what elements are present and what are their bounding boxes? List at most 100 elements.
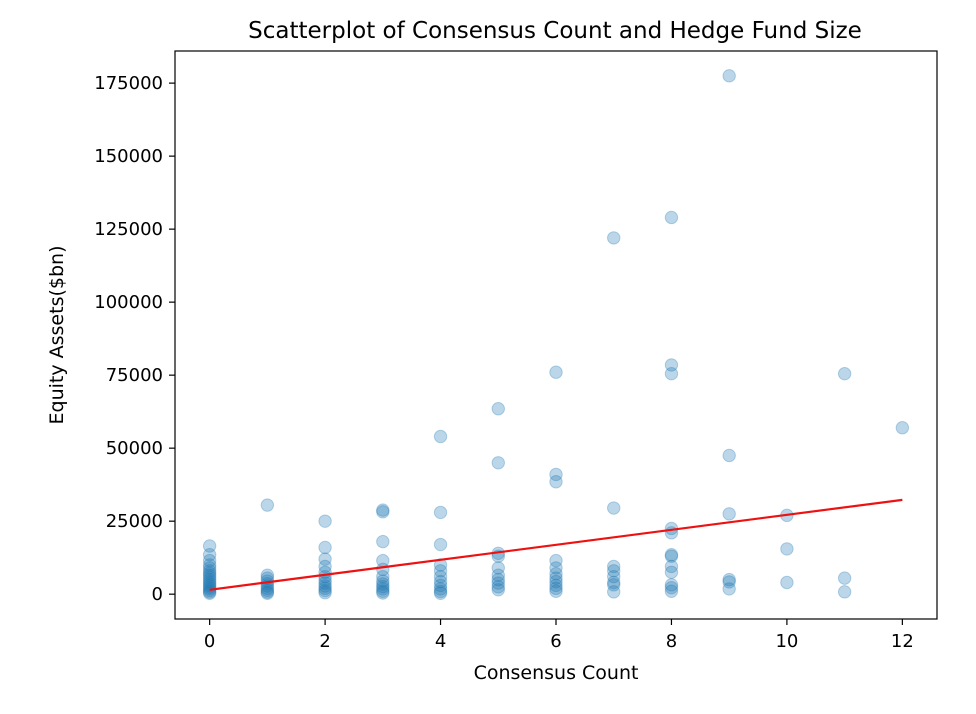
scatter-point — [549, 561, 563, 575]
y-tick-label: 175000 — [94, 73, 163, 94]
scatter-point — [260, 585, 275, 599]
scatter-point — [607, 569, 621, 584]
y-axis-label: Equity Assets($bn) — [46, 246, 68, 425]
scatter-point — [491, 456, 505, 470]
scatter-point — [318, 583, 332, 598]
scatter-point — [664, 559, 679, 574]
scatter-point — [780, 542, 794, 556]
scatter-point — [202, 564, 217, 578]
scatter-point — [549, 581, 563, 596]
y-tick-label: 25000 — [106, 511, 163, 532]
scatter-point — [376, 586, 390, 600]
scatter-point — [607, 559, 621, 574]
scatter-point — [376, 577, 390, 591]
scatter-point — [491, 402, 505, 416]
scatter-point — [433, 569, 448, 584]
y-tick-label: 100000 — [94, 292, 163, 313]
scatter-point — [433, 505, 448, 520]
scatter-point — [549, 574, 563, 589]
scatter-point — [722, 575, 736, 589]
scatter-point — [376, 574, 390, 588]
scatter-point — [433, 582, 448, 596]
scatter-point — [202, 558, 217, 572]
scatter-point — [664, 581, 679, 595]
scatter-point — [202, 576, 217, 591]
scatter-point — [491, 572, 505, 587]
y-tick-label: 125000 — [94, 219, 163, 240]
scatter-point — [376, 505, 390, 519]
chart-title: Scatterplot of Consensus Count and Hedge… — [248, 18, 862, 44]
scatter-point — [433, 564, 448, 578]
scatter-point — [722, 69, 736, 83]
scatter-point — [722, 448, 736, 463]
scatter-point — [664, 578, 679, 592]
scatter-point — [549, 578, 563, 593]
scatter-point — [202, 570, 217, 584]
scatter-point — [549, 571, 563, 585]
scatter-point — [607, 578, 621, 592]
scatter-point — [318, 581, 332, 596]
scatter-point — [837, 366, 852, 381]
x-tick-label: 0 — [204, 631, 215, 652]
x-tick-label: 2 — [319, 631, 330, 652]
scatter-point — [549, 475, 563, 489]
x-axis-ticks: 0 2 4 6 8 10 12 — [204, 619, 914, 652]
scatter-point — [318, 579, 332, 593]
scatter-point — [376, 582, 390, 596]
scatter-point — [491, 580, 505, 594]
scatter-point — [664, 549, 679, 563]
x-tick-label: 12 — [891, 631, 914, 652]
y-tick-label: 0 — [152, 584, 163, 605]
scatter-point — [202, 548, 217, 562]
scatter-point — [491, 561, 505, 575]
scatter-point — [202, 553, 217, 568]
scatter-point — [202, 583, 217, 598]
scatter-point — [318, 559, 332, 574]
scatter-point — [664, 565, 679, 579]
scatter-point — [376, 534, 390, 549]
scatter-point — [664, 366, 679, 381]
scatter-point — [202, 568, 217, 582]
x-tick-label: 6 — [550, 631, 561, 652]
scatter-point — [376, 503, 390, 517]
scatter-point — [549, 365, 563, 379]
scatter-point — [549, 584, 563, 598]
scatter-point — [202, 574, 217, 589]
scatter-point — [260, 583, 275, 598]
scatter-point — [260, 498, 275, 512]
scatter-point — [433, 429, 448, 444]
scatter-point — [260, 586, 275, 601]
scatter-point — [664, 210, 679, 225]
scatter-point — [895, 421, 910, 435]
scatter-point — [837, 585, 852, 599]
scatter-point — [318, 540, 332, 555]
y-tick-label: 150000 — [94, 146, 163, 167]
scatter-point — [780, 575, 794, 590]
x-tick-label: 8 — [666, 631, 677, 652]
scatter-point — [722, 582, 736, 596]
scatter-point — [433, 586, 448, 601]
scatter-point — [491, 568, 505, 582]
y-tick-label: 50000 — [106, 438, 163, 459]
fit-line-layer — [209, 498, 903, 591]
scatter-point — [722, 572, 736, 587]
scatter-point — [318, 514, 332, 528]
scatter-point — [433, 578, 448, 593]
scatter-point — [607, 575, 621, 590]
scatter-point — [376, 584, 390, 598]
scatter-point — [549, 553, 563, 568]
scatter-point — [722, 507, 736, 521]
scatter-point — [664, 584, 679, 598]
scatter-point — [549, 467, 563, 482]
scatter-point — [318, 552, 332, 566]
scatter-point — [607, 501, 621, 515]
scatter-point — [433, 574, 448, 589]
scatter-point — [433, 584, 448, 599]
scatter-point — [202, 539, 217, 553]
fit-line — [209, 498, 903, 591]
x-tick-label: 4 — [435, 631, 446, 652]
scatter-point — [664, 358, 679, 372]
scatter-point — [549, 567, 563, 581]
plot-frame — [174, 50, 938, 620]
